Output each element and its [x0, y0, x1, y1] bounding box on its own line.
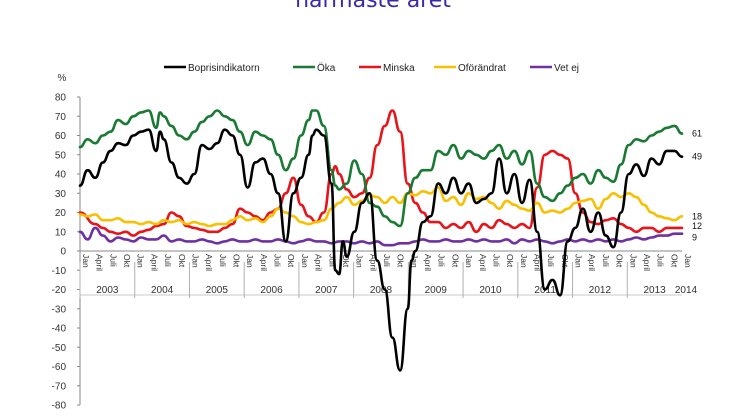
series-line-minska	[78, 109, 684, 237]
x-month-tick-label: April	[204, 254, 214, 271]
y-tick-label: -80	[52, 401, 67, 412]
x-month-tick-label: April	[314, 254, 324, 271]
legend-label: Vet ej	[554, 63, 579, 74]
x-month-tick-label: Juli	[327, 254, 337, 267]
y-tick-label: -70	[52, 381, 67, 392]
x-month-tick-label: Okt	[450, 254, 460, 268]
end-value-label: 61	[692, 129, 702, 139]
end-value-label: 18	[692, 211, 702, 221]
x-month-tick-label: Juli	[546, 254, 556, 267]
y-axis-unit-label: %	[58, 73, 67, 84]
legend-label: Öka	[317, 62, 336, 74]
x-month-tick-label: Okt	[177, 254, 187, 268]
x-month-tick-label: Juli	[382, 254, 392, 267]
legend-label: Boprisindikatorn	[188, 63, 260, 74]
x-month-tick-label: Jan	[245, 254, 255, 268]
legend-label: Oförändrat	[458, 63, 506, 74]
y-tick-label: 70	[55, 112, 67, 123]
x-month-tick-label: April	[533, 254, 543, 271]
chart-title: närmaste året	[295, 0, 451, 13]
x-month-tick-label: Jan	[81, 254, 91, 268]
x-year-label: 2010	[479, 285, 502, 296]
x-month-tick-label: Juli	[437, 254, 447, 267]
x-year-label: 2003	[96, 285, 119, 296]
y-axis: 80 70 60 50 40 30 20 10 0 -10 -20 -30 -40 -50 -60 -70 -8…	[52, 93, 81, 412]
x-year-label: 2013	[644, 285, 667, 296]
x-month-tick-label: Juli	[163, 254, 173, 267]
series-line--ka	[78, 109, 684, 228]
end-value-label: 12	[692, 221, 702, 231]
x-month-tick-label: Okt	[232, 254, 242, 268]
y-tick-label: -50	[52, 343, 67, 354]
x-year-label: 2007	[315, 285, 338, 296]
x-year-label: 2006	[260, 285, 283, 296]
x-month-tick-label: Jan	[683, 254, 693, 268]
x-month-tick-label: Okt	[341, 254, 351, 268]
x-month-tick-label: Jan	[409, 254, 419, 268]
y-tick-label: -20	[52, 285, 67, 296]
x-month-tick-label: Jan	[464, 254, 474, 268]
x-year-label: 2008	[370, 285, 393, 296]
x-month-tick-label: Okt	[122, 254, 132, 268]
x-month-tick-label: Juli	[601, 254, 611, 267]
y-tick-label: 80	[55, 93, 67, 104]
y-tick-label: 50	[55, 150, 67, 161]
x-month-tick-label: Okt	[286, 254, 296, 268]
x-month-tick-label: Okt	[396, 254, 406, 268]
x-month-tick-label: Jan	[519, 254, 529, 268]
legend-label: Minska	[383, 63, 415, 74]
x-month-tick-label: April	[587, 254, 597, 271]
x-year-label: 2004	[151, 285, 174, 296]
series-lines	[78, 109, 684, 372]
series-line-of-r-ndrat	[78, 186, 684, 228]
x-year-label: 2005	[206, 285, 229, 296]
x-month-tick-label: April	[259, 254, 269, 271]
x-month-tick-label: Jan	[574, 254, 584, 268]
end-value-label: 9	[692, 233, 697, 243]
series-line-boprisindikatorn	[78, 128, 684, 372]
x-month-tick-label: Jan	[136, 254, 146, 268]
y-tick-label: 10	[55, 227, 67, 238]
x-month-tick-label: Juli	[491, 254, 501, 267]
series-line-vet-ej	[78, 226, 684, 247]
x-month-tick-label: Jan	[300, 254, 310, 268]
y-tick-label: -30	[52, 304, 67, 315]
x-year-label: 2009	[425, 285, 448, 296]
x-month-tick-label: April	[149, 254, 159, 271]
x-month-tick-label: Juli	[273, 254, 283, 267]
x-month-tick-label: Jan	[190, 254, 200, 268]
x-month-tick-label: Jan	[355, 254, 365, 268]
y-tick-label: 20	[55, 208, 67, 219]
y-tick-label: 40	[55, 170, 67, 181]
x-year-label: 2012	[589, 285, 612, 296]
x-month-tick-label: Juli	[218, 254, 228, 267]
end-value-label: 49	[692, 152, 702, 162]
chart-legend: Boprisindikatorn Öka Minska Oförändrat Vet e…	[164, 62, 579, 74]
y-tick-label: -10	[52, 266, 67, 277]
x-month-tick-label: Okt	[615, 254, 625, 268]
y-tick-label: 30	[55, 189, 67, 200]
y-tick-label: -40	[52, 324, 67, 335]
x-year-label: 2014	[675, 285, 698, 296]
x-month-tick-label: Juli	[656, 254, 666, 267]
x-month-tick-label: April	[478, 254, 488, 271]
y-tick-label: -60	[52, 362, 67, 373]
y-tick-label: 60	[55, 131, 67, 142]
x-month-tick-label: April	[423, 254, 433, 271]
x-axis: Jan April Juli Okt Jan April Juli Okt Jan April Ju…	[79, 250, 698, 298]
y-tick-label: 0	[60, 247, 66, 258]
x-month-tick-label: April	[368, 254, 378, 271]
x-month-tick-label: Juli	[108, 254, 118, 267]
x-month-tick-label: April	[95, 254, 105, 271]
x-month-tick-label: Jan	[628, 254, 638, 268]
x-month-tick-label: April	[642, 254, 652, 271]
x-month-tick-label: Okt	[505, 254, 515, 268]
x-month-tick-label: Okt	[669, 254, 679, 268]
